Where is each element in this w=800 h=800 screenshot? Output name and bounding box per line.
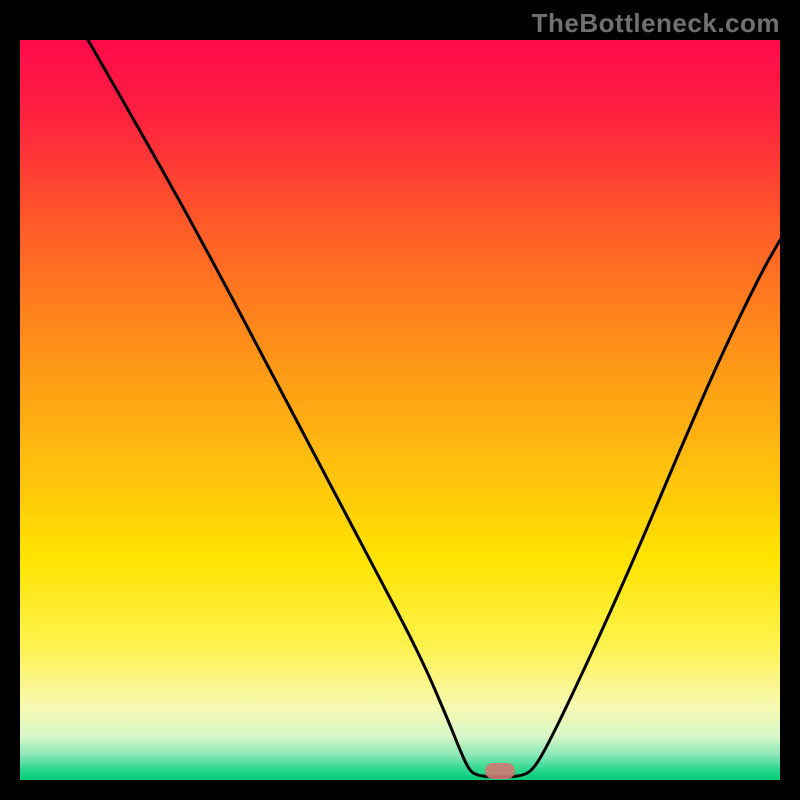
plot-area [20,40,780,780]
curve-path [88,40,780,777]
bottleneck-curve [20,40,780,780]
optimal-marker [485,763,515,779]
watermark-text: TheBottleneck.com [532,8,780,39]
chart-frame: TheBottleneck.com [0,0,800,800]
